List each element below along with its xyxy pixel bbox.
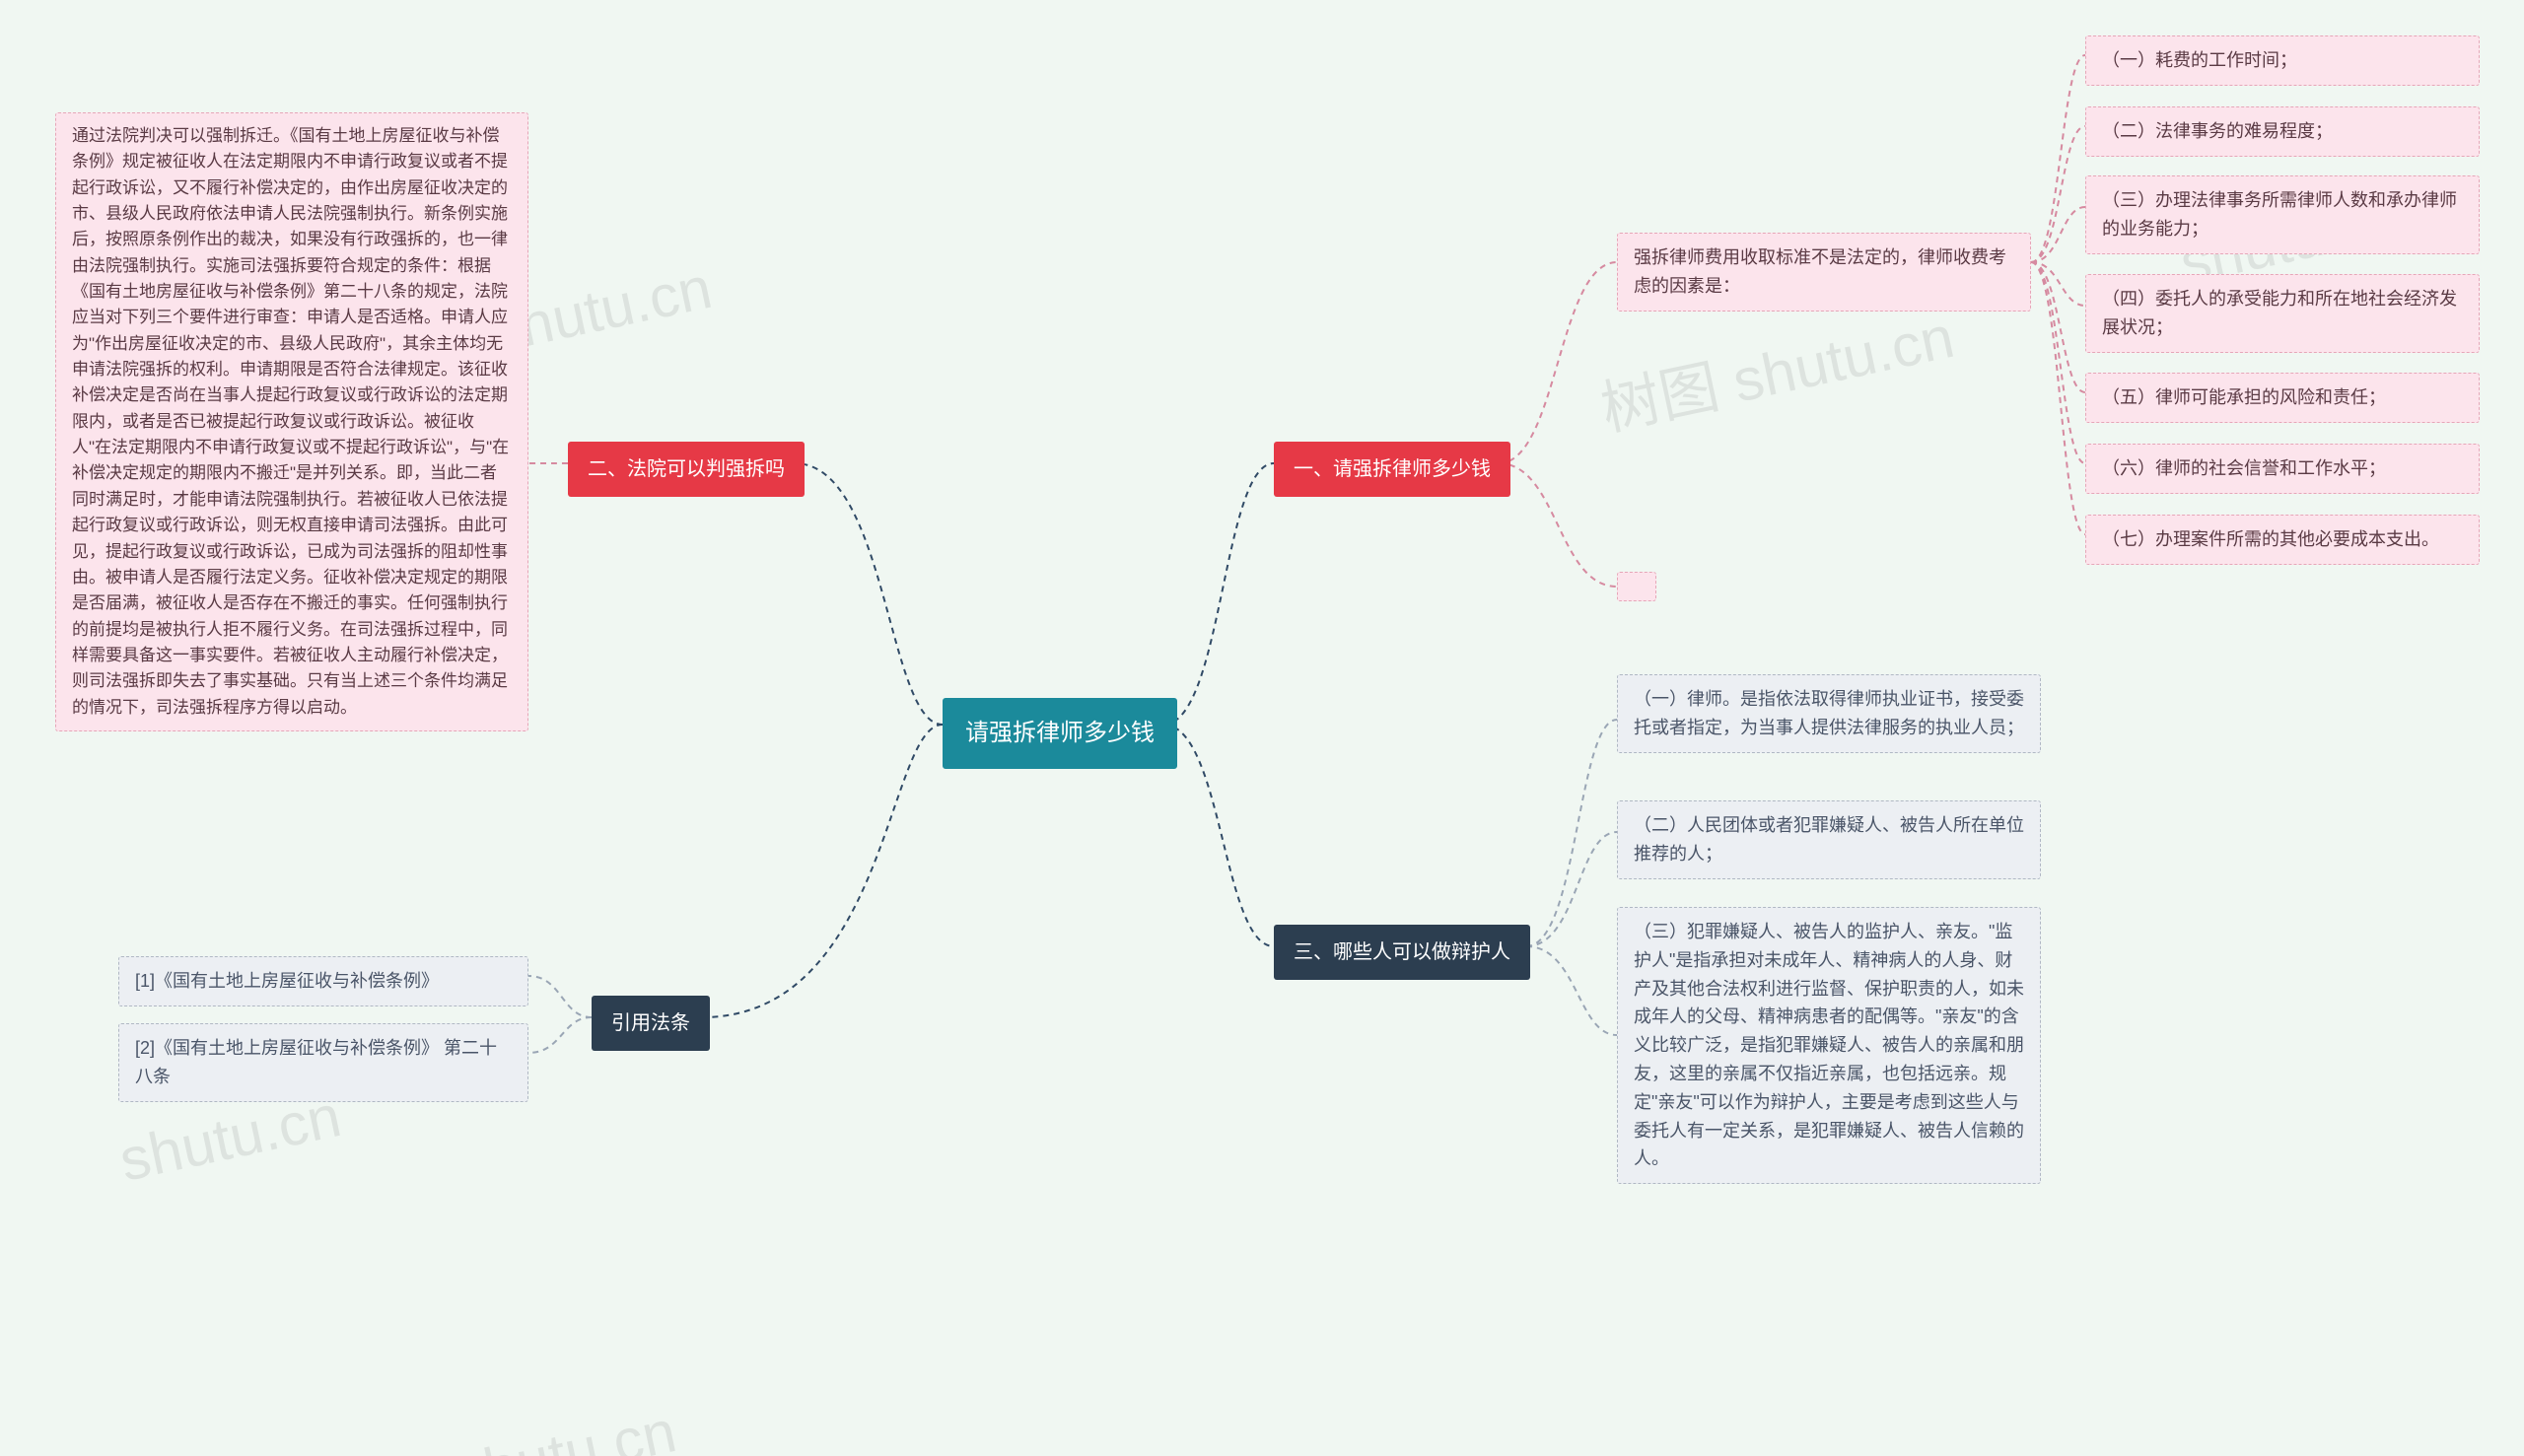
b1-item-7: （七）办理案件所需的其他必要成本支出。 xyxy=(2085,515,2480,565)
b1-item-4: （四）委托人的承受能力和所在地社会经济发展状况； xyxy=(2085,274,2480,353)
b3-item-2: （二）人民团体或者犯罪嫌疑人、被告人所在单位推荐的人； xyxy=(1617,800,2041,879)
watermark: 树图 shutu.cn xyxy=(1592,289,1961,448)
b3-item-3: （三）犯罪嫌疑人、被告人的监护人、亲友。"监护人"是指承担对未成年人、精神病人的… xyxy=(1617,907,2041,1184)
branch-4[interactable]: 引用法条 xyxy=(592,996,710,1051)
watermark: shutu.cn xyxy=(449,1397,681,1456)
b1-empty-node xyxy=(1617,572,1656,601)
b2-text: 通过法院判决可以强制拆迁。《国有土地上房屋征收与补偿条例》规定被征收人在法定期限… xyxy=(55,112,528,731)
b1-item-3: （三）办理法律事务所需律师人数和承办律师的业务能力； xyxy=(2085,175,2480,254)
branch-1[interactable]: 一、请强拆律师多少钱 xyxy=(1274,442,1510,497)
branch-3[interactable]: 三、哪些人可以做辩护人 xyxy=(1274,925,1530,980)
b4-item-2: [2]《国有土地上房屋征收与补偿条例》 第二十八条 xyxy=(118,1023,528,1102)
root-node[interactable]: 请强拆律师多少钱 xyxy=(943,698,1177,769)
branch-2[interactable]: 二、法院可以判强拆吗 xyxy=(568,442,805,497)
b1-item-1: （一）耗费的工作时间； xyxy=(2085,35,2480,86)
b1-intro: 强拆律师费用收取标准不是法定的，律师收费考虑的因素是： xyxy=(1617,233,2031,312)
b1-item-2: （二）法律事务的难易程度； xyxy=(2085,106,2480,157)
b3-item-1: （一）律师。是指依法取得律师执业证书，接受委托或者指定，为当事人提供法律服务的执… xyxy=(1617,674,2041,753)
b4-item-1: [1]《国有土地上房屋征收与补偿条例》 xyxy=(118,956,528,1006)
b1-item-6: （六）律师的社会信誉和工作水平； xyxy=(2085,444,2480,494)
b1-item-5: （五）律师可能承担的风险和责任； xyxy=(2085,373,2480,423)
